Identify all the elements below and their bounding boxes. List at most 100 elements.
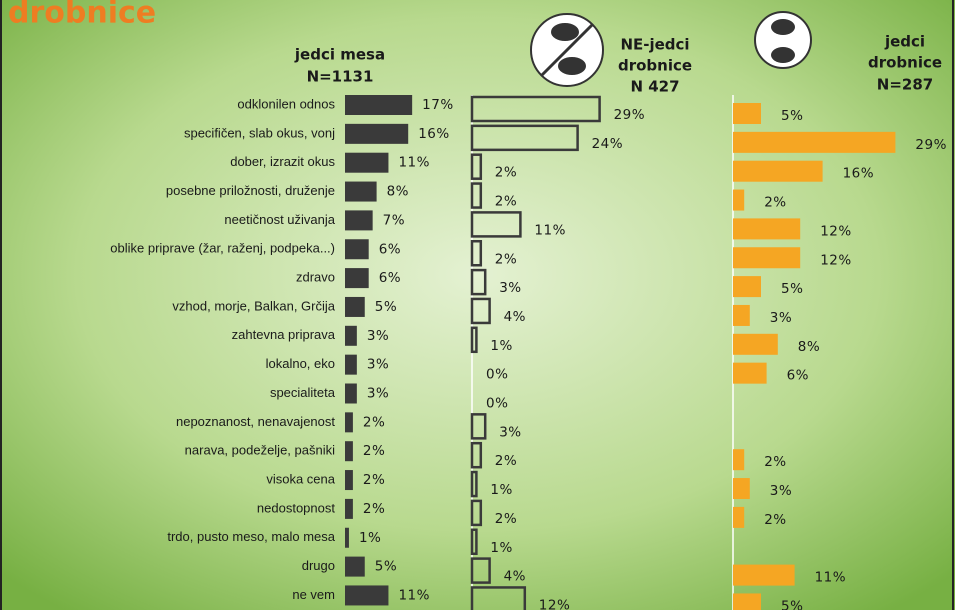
bar (733, 506, 745, 528)
value-label: 3% (770, 310, 792, 326)
panel-header: N 427 (630, 78, 679, 96)
value-label: 2% (363, 501, 385, 517)
bar (470, 586, 527, 610)
value-label: 2% (495, 165, 517, 181)
value-label: 3% (770, 483, 792, 499)
bar (733, 564, 795, 586)
category-label: zdravo (296, 270, 335, 285)
value-label: 3% (367, 328, 389, 344)
bar (470, 413, 487, 440)
bar (470, 95, 601, 123)
category-label: odklonilen odnos (237, 96, 335, 111)
icon-sheep-goat (754, 11, 812, 69)
icon-no-sheep-goat (530, 13, 604, 87)
bar (345, 412, 353, 433)
value-label: 2% (363, 414, 385, 430)
value-label: 3% (499, 280, 521, 296)
bar (470, 297, 491, 325)
bar (470, 557, 491, 584)
value-label: 0% (486, 367, 508, 383)
bar (733, 593, 761, 610)
value-label: 24% (592, 136, 624, 152)
bar (345, 123, 409, 144)
value-label: 3% (367, 386, 389, 402)
bar (733, 276, 761, 298)
value-label: 2% (764, 195, 786, 211)
category-label: dober, izrazit okus (230, 154, 335, 169)
value-label: 12% (539, 597, 571, 610)
chart-title: drobnice (8, 0, 156, 31)
bar (345, 470, 353, 491)
bar (470, 528, 478, 555)
value-label: 2% (764, 512, 786, 528)
bar (470, 326, 478, 354)
bar (345, 325, 357, 346)
bar (470, 268, 487, 296)
bar (470, 499, 483, 527)
panel-header: N=1131 (307, 68, 374, 86)
panel-header: drobnice (868, 54, 942, 72)
category-label: posebne priložnosti, druženje (166, 183, 335, 198)
category-label: drugo (302, 558, 335, 573)
value-label: 4% (504, 569, 526, 585)
bar (470, 441, 483, 469)
bar (733, 131, 896, 153)
bar (345, 95, 413, 115)
bar (345, 239, 369, 260)
category-label: lokalno, eko (266, 356, 335, 371)
bar (345, 296, 365, 317)
value-label: 16% (843, 166, 875, 182)
value-label: 5% (781, 598, 803, 610)
value-label: 1% (490, 338, 512, 354)
value-label: 16% (418, 126, 450, 142)
value-label: 2% (495, 194, 517, 210)
bar (345, 354, 357, 375)
bar (733, 304, 750, 326)
value-label: 3% (499, 424, 521, 440)
bar (345, 556, 365, 577)
bar (470, 240, 483, 267)
bar (470, 182, 483, 209)
value-label: 2% (764, 454, 786, 470)
category-label: narava, podeželje, pašniki (185, 443, 335, 458)
category-label: neetičnost uživanja (224, 212, 335, 227)
value-label: 29% (915, 137, 947, 153)
value-label: 1% (359, 530, 381, 546)
bar (733, 333, 778, 355)
bar (345, 498, 353, 519)
value-label: 2% (495, 511, 517, 527)
value-label: 12% (820, 252, 852, 268)
bar (470, 124, 579, 152)
value-label: 6% (787, 368, 809, 384)
value-label: 7% (383, 212, 405, 228)
value-label: 8% (387, 184, 409, 200)
panel-header: N=287 (877, 76, 933, 94)
value-label: 2% (495, 251, 517, 267)
bar (345, 585, 389, 606)
value-label: 5% (781, 281, 803, 297)
value-label: 6% (379, 270, 401, 286)
bar (345, 268, 369, 289)
bar (345, 152, 389, 173)
value-label: 2% (363, 472, 385, 488)
value-label: 0% (486, 396, 508, 412)
value-label: 11% (815, 570, 847, 586)
bar (345, 383, 357, 404)
bar (733, 449, 745, 471)
category-label: nedostopnost (257, 500, 335, 515)
bar (345, 527, 349, 548)
value-label: 29% (614, 107, 646, 123)
bar (733, 478, 750, 500)
bar (470, 211, 522, 238)
value-label: 11% (398, 587, 430, 603)
value-label: 5% (375, 559, 397, 575)
bar (345, 210, 373, 231)
value-label: 11% (534, 222, 566, 238)
category-label: ne vem (292, 587, 335, 602)
value-label: 12% (820, 223, 852, 239)
value-label: 1% (490, 482, 512, 498)
bar (733, 218, 801, 240)
value-label: 17% (422, 97, 454, 113)
category-label: nepoznanost, nenavajenost (176, 414, 335, 429)
value-label: 6% (379, 241, 401, 257)
